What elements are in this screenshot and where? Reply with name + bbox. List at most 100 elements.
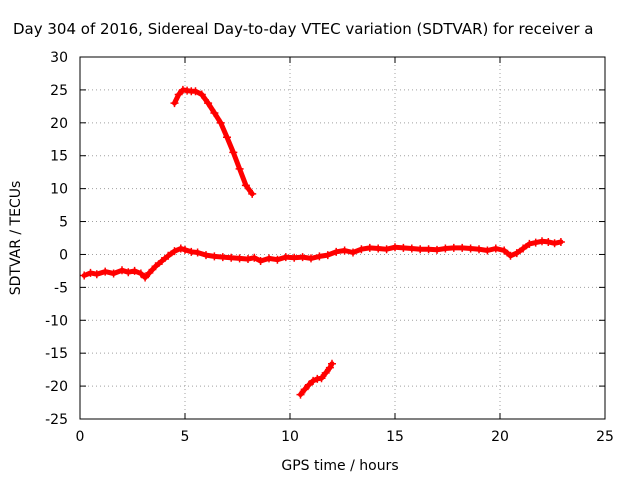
- data-point: [281, 253, 290, 262]
- x-tick-label: 15: [386, 429, 404, 445]
- data-point: [315, 252, 324, 261]
- y-tick-label: -5: [54, 280, 68, 296]
- y-axis-label: SDTVAR / TECUs: [8, 181, 24, 296]
- data-point: [118, 266, 126, 275]
- data-point: [321, 368, 330, 377]
- data-point: [307, 254, 315, 263]
- data-point: [349, 248, 357, 257]
- data-point: [248, 189, 257, 198]
- ticks: 0 5 10 15 20 25 -25 -20 -15 -10 -5 0 5 10 15 20 25 30: [45, 50, 614, 445]
- data-point: [176, 244, 185, 253]
- data-point: [483, 246, 492, 255]
- data-point: [92, 270, 101, 279]
- data-point: [332, 247, 341, 256]
- series-upper-branch: [170, 85, 257, 198]
- data-point: [216, 118, 225, 127]
- x-tick-label: 5: [181, 429, 190, 445]
- y-tick-label: 25: [50, 83, 68, 99]
- data-point: [531, 238, 540, 247]
- data-point: [328, 359, 336, 368]
- data-point: [204, 99, 213, 108]
- plot-frame: [79, 56, 606, 420]
- data-point: [229, 148, 238, 157]
- data-point: [197, 90, 206, 99]
- data-point: [365, 243, 374, 252]
- data-point: [340, 246, 349, 255]
- data-point: [416, 245, 425, 254]
- x-tick-label: 25: [596, 429, 614, 445]
- data-point: [235, 164, 244, 173]
- data-point: [309, 376, 318, 385]
- data-point: [181, 245, 189, 254]
- data-point: [109, 269, 118, 278]
- data-point: [86, 268, 95, 277]
- y-tick-label: -15: [45, 346, 68, 362]
- data-point: [317, 374, 326, 383]
- data-point: [449, 243, 458, 252]
- y-tick-label: -25: [45, 412, 68, 428]
- data-point: [227, 253, 236, 262]
- data-point: [124, 268, 133, 277]
- y-tick-label: 10: [50, 182, 68, 198]
- data-point: [399, 243, 408, 252]
- x-tick-label: 20: [491, 429, 509, 445]
- data-point: [241, 181, 250, 190]
- series-main-track: [80, 237, 565, 282]
- data-point: [223, 133, 231, 142]
- y-tick-label: 5: [59, 215, 68, 231]
- data-point: [550, 239, 559, 248]
- data-point: [157, 257, 166, 266]
- y-tick-label: 20: [50, 116, 68, 132]
- data-point: [357, 245, 366, 254]
- data-point: [130, 266, 139, 275]
- data-point: [556, 237, 565, 246]
- data-point: [506, 251, 515, 260]
- data-point: [164, 251, 173, 260]
- data-point: [424, 245, 433, 254]
- y-tick-label: 30: [50, 50, 68, 66]
- series-lower-branch: [296, 359, 336, 399]
- data-point: [210, 108, 219, 117]
- data-point: [491, 244, 500, 253]
- data-point: [475, 245, 483, 254]
- data-point: [525, 239, 534, 248]
- data-point: [433, 245, 441, 254]
- grid: [80, 57, 605, 419]
- data-point: [151, 262, 160, 271]
- data-point: [193, 248, 202, 257]
- data-point: [136, 269, 145, 278]
- data-point: [273, 255, 282, 264]
- y-tick-label: -10: [45, 313, 68, 329]
- data-point: [544, 237, 553, 246]
- data-point: [500, 246, 509, 255]
- data-layer: [80, 85, 565, 399]
- data-point: [323, 251, 332, 260]
- y-tick-label: -20: [45, 379, 68, 395]
- chart-title: Day 304 of 2016, Sidereal Day-to-day VTE…: [13, 20, 594, 38]
- data-point: [250, 253, 259, 262]
- data-point: [170, 247, 179, 256]
- data-point: [391, 243, 399, 252]
- y-tick-label: 15: [50, 149, 68, 165]
- x-axis-label: GPS time / hours: [281, 458, 398, 474]
- x-tick-label: 10: [281, 429, 299, 445]
- data-point: [512, 249, 521, 258]
- data-point: [170, 99, 179, 108]
- data-point: [210, 252, 219, 261]
- data-point: [374, 244, 383, 253]
- data-point: [519, 244, 528, 253]
- data-point: [218, 253, 227, 262]
- data-point: [145, 268, 154, 277]
- data-point: [290, 253, 299, 262]
- data-point: [202, 251, 210, 260]
- data-point: [382, 245, 391, 254]
- data-point: [304, 380, 313, 389]
- data-point: [174, 90, 183, 99]
- data-point: [298, 253, 307, 262]
- data-point: [441, 244, 450, 253]
- data-point: [265, 254, 273, 263]
- data-point: [80, 271, 89, 280]
- data-point: [244, 255, 252, 264]
